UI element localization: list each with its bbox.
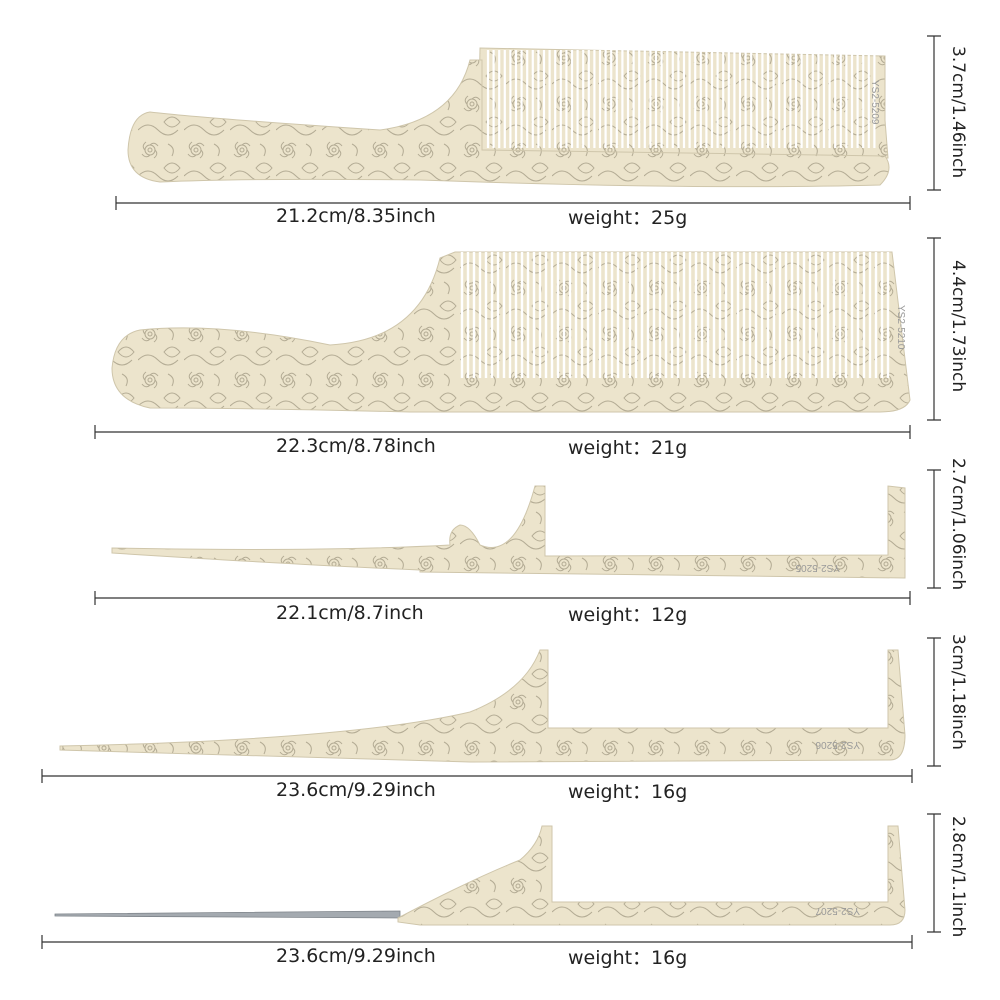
height-label-3: 2.7cm/1.06inch <box>948 458 968 591</box>
length-line-3 <box>94 591 911 605</box>
length-label-3: 22.1cm/8.7inch <box>276 602 424 624</box>
length-line-1 <box>115 196 911 210</box>
length-line-2 <box>94 425 911 439</box>
weight-label-2: weight：21g <box>568 437 688 459</box>
comb-5: YS2-5207 <box>54 825 906 926</box>
length-label-4: 23.6cm/9.29inch <box>276 779 436 801</box>
comb-5-model: YS2-5207 <box>815 905 860 916</box>
height-line-4 <box>927 637 941 767</box>
height-label-4: 3cm/1.18inch <box>948 634 968 750</box>
steel-pin <box>54 910 401 919</box>
height-label-1: 3.7cm/1.46inch <box>948 46 968 179</box>
length-label-2: 22.3cm/8.78inch <box>276 435 436 457</box>
height-label-5: 2.8cm/1.1inch <box>948 816 968 938</box>
length-label-5: 23.6cm/9.29inch <box>276 945 436 967</box>
height-line-3 <box>927 469 941 589</box>
comb-4-model: YS2-5206 <box>815 739 860 750</box>
length-line-5 <box>41 935 913 949</box>
comb-2-model: YS2-5210 <box>895 305 906 350</box>
comb-3: YS2-5205 <box>111 485 906 579</box>
comb-1-model: YS2-5209 <box>869 80 880 125</box>
weight-label-3: weight：12g <box>568 604 688 626</box>
weight-label-1: weight：25g <box>568 207 688 229</box>
height-line-2 <box>927 237 941 421</box>
height-line-1 <box>927 35 941 191</box>
weight-label-4: weight：16g <box>568 781 688 803</box>
length-label-1: 21.2cm/8.35inch <box>276 205 436 227</box>
height-label-2: 4.4cm/1.73inch <box>948 260 968 393</box>
height-line-5 <box>927 813 941 933</box>
comb-1: YS2-5209 <box>127 47 890 188</box>
comb-4: YS2-5206 <box>59 649 906 763</box>
comb-3-model: YS2-5205 <box>795 562 840 573</box>
weight-label-5: weight：16g <box>568 947 688 969</box>
comb-2: YS2-5210 <box>111 251 911 413</box>
length-line-4 <box>41 769 913 783</box>
